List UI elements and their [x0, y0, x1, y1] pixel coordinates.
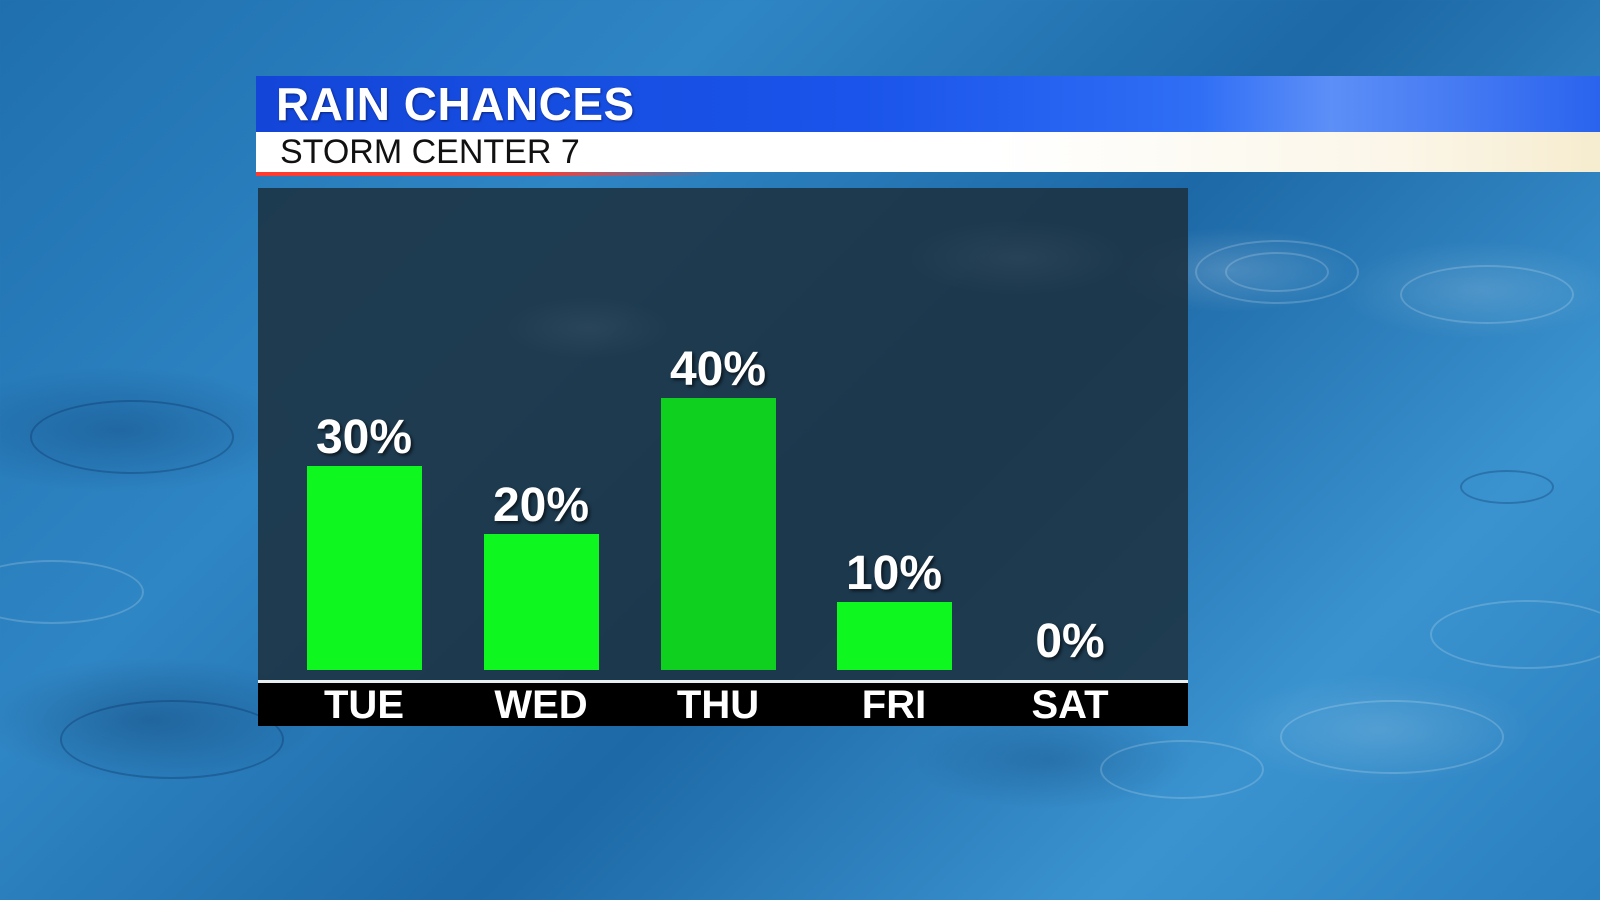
- station-subtitle: STORM CENTER 7: [280, 133, 580, 171]
- water-ripple: [1100, 740, 1264, 799]
- value-label-wed: 20%: [492, 479, 590, 532]
- day-label-strip: [258, 683, 1188, 726]
- subtitle-accent-line: [256, 172, 716, 176]
- bar-wed: [484, 534, 599, 670]
- water-ripple: [1225, 252, 1329, 292]
- water-ripple: [1280, 700, 1504, 774]
- bar-tue: [307, 466, 422, 670]
- water-ripple: [60, 700, 284, 779]
- day-label-thu: THU: [676, 683, 760, 727]
- value-label-thu: 40%: [669, 343, 767, 396]
- bar-fri: [837, 602, 952, 670]
- day-label-tue: TUE: [324, 683, 404, 727]
- subtitle-banner: [256, 132, 1600, 172]
- water-ripple: [1400, 265, 1574, 324]
- day-label-wed: WED: [494, 683, 588, 727]
- water-ripple: [0, 560, 144, 624]
- title-banner: [256, 76, 1600, 132]
- day-label-fri: FRI: [861, 683, 927, 727]
- value-label-sat: 0%: [1035, 615, 1105, 668]
- value-label-tue: 30%: [315, 411, 413, 464]
- value-label-fri: 10%: [845, 547, 943, 600]
- bar-thu: [661, 398, 776, 670]
- water-ripple: [1430, 600, 1600, 669]
- day-label-sat: SAT: [1031, 683, 1109, 727]
- chart-baseline: [258, 680, 1188, 683]
- water-ripple: [30, 400, 234, 474]
- water-ripple: [1460, 470, 1554, 504]
- chart-title: RAIN CHANCES: [276, 78, 635, 130]
- water-ripple: [1195, 240, 1359, 304]
